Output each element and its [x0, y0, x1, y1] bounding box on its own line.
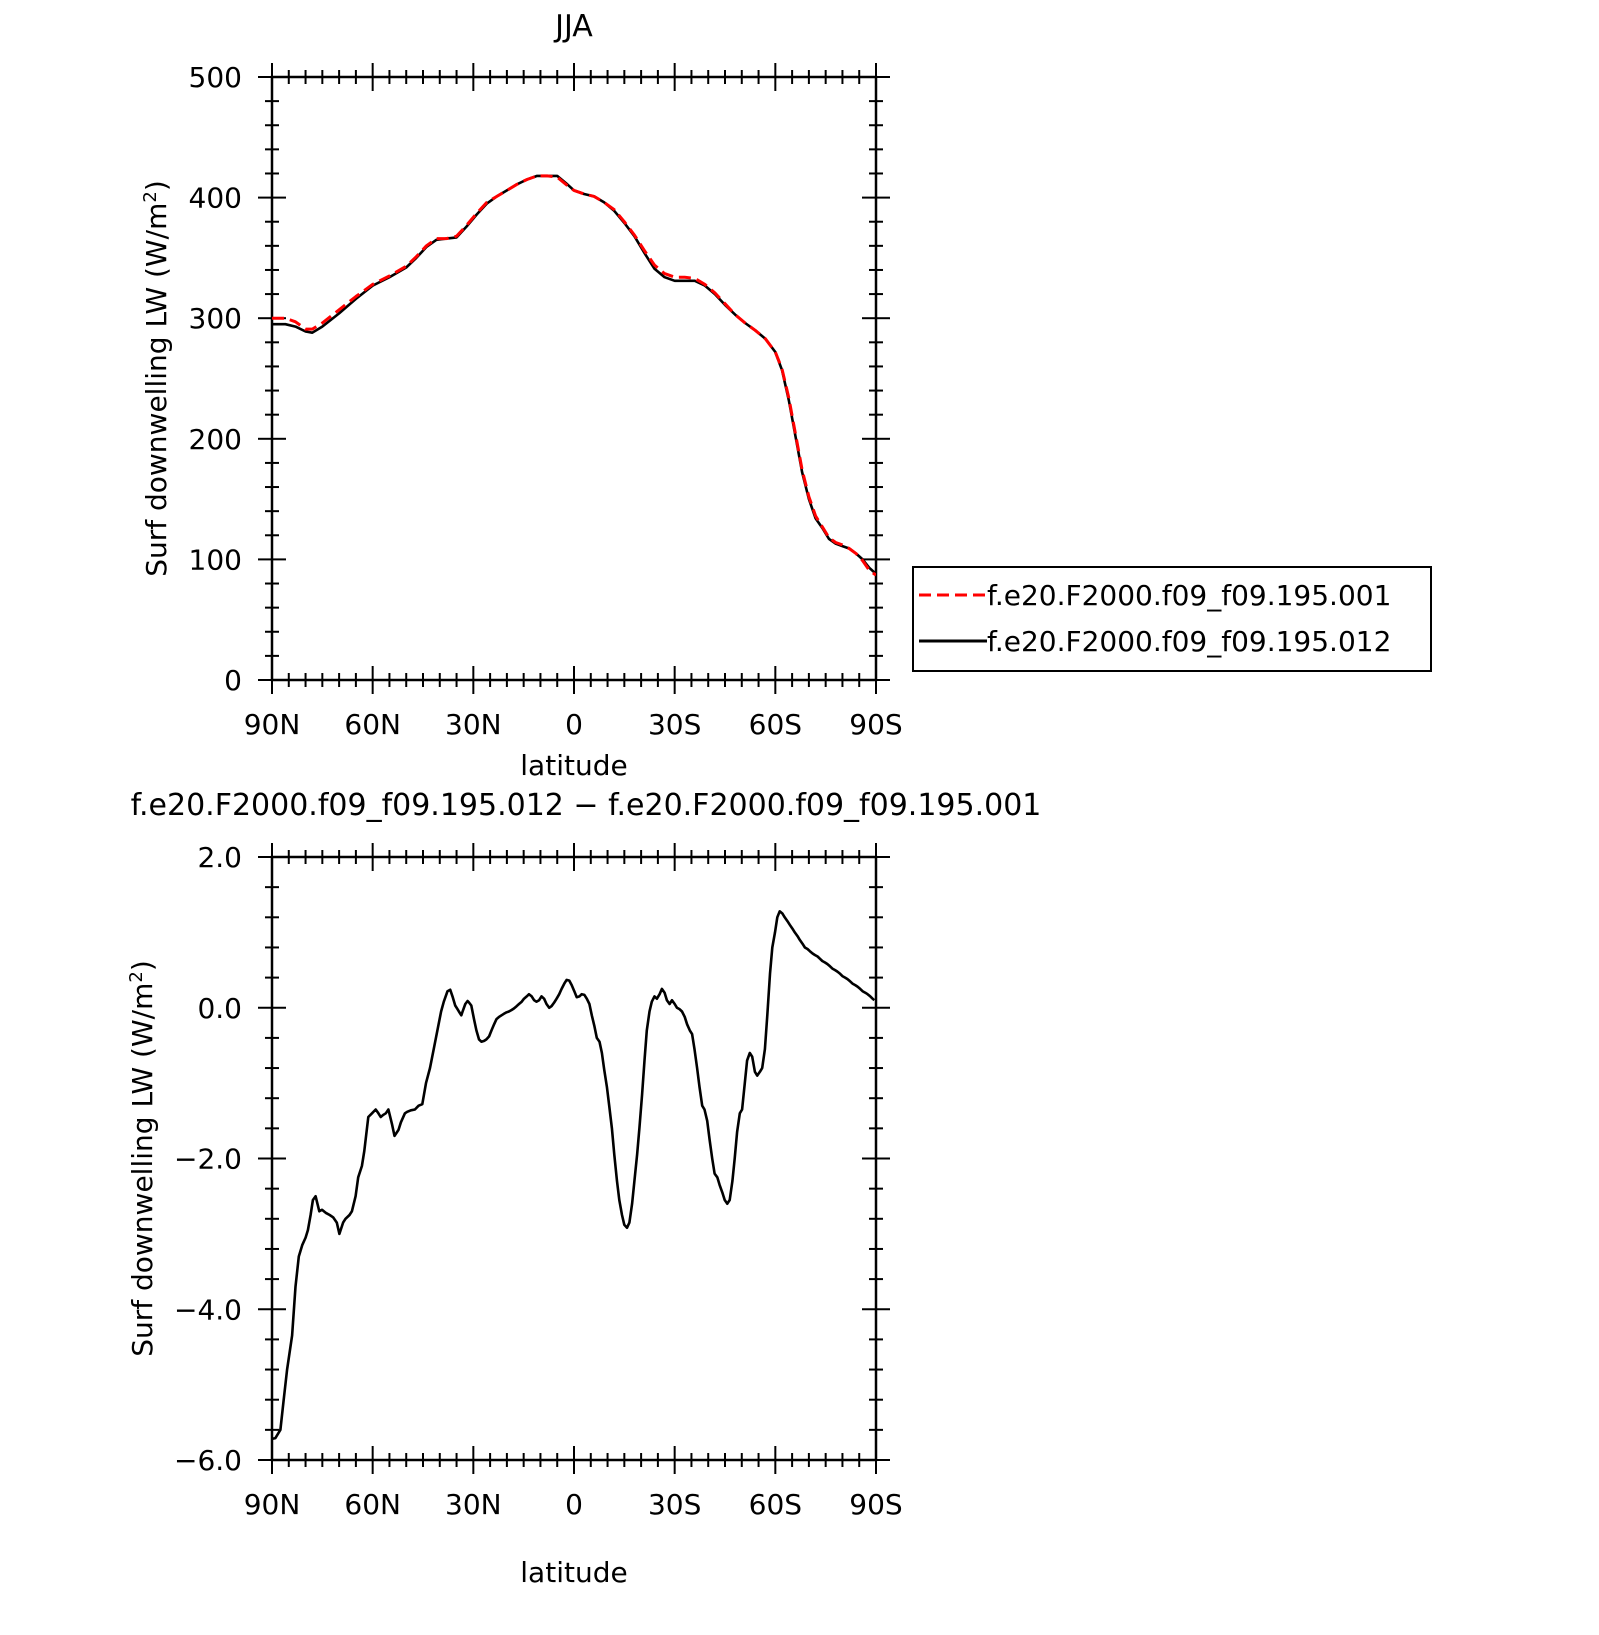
x-axis-label: latitude — [520, 749, 627, 782]
legend-label-1: f.e20.F2000.f09_f09.195.001 — [987, 579, 1391, 612]
y-tick-label: −2.0 — [174, 1143, 242, 1176]
x-tick-label: 90N — [244, 708, 301, 741]
y-axis-label-superscript: 2 — [126, 971, 147, 982]
y-tick-label: 200 — [189, 423, 242, 456]
x-tick-label: 30S — [648, 708, 701, 741]
x-tick-label: 90S — [849, 708, 902, 741]
x-tick-label: 60N — [344, 1488, 401, 1521]
x-tick-label: 90N — [244, 1488, 301, 1521]
y-axis-label-superscript: 2 — [140, 191, 161, 202]
x-tick-label: 30S — [648, 1488, 701, 1521]
legend: f.e20.F2000.f09_f09.195.001 f.e20.F2000.f… — [912, 566, 1432, 672]
y-tick-label: −6.0 — [174, 1444, 242, 1477]
x-axis-label: latitude — [520, 1556, 627, 1589]
legend-label-2: f.e20.F2000.f09_f09.195.012 — [987, 625, 1391, 658]
y-axis-label-main: Surf downwelling LW (W/m — [140, 203, 173, 577]
y-tick-label: 2.0 — [197, 841, 242, 874]
series-line-2 — [272, 174, 876, 575]
y-axis-label-close: ) — [126, 960, 159, 971]
x-tick-label: 0 — [565, 708, 583, 741]
y-tick-label: 0.0 — [197, 992, 242, 1025]
series-line-1 — [272, 174, 876, 577]
y-tick-label: 0 — [224, 664, 242, 697]
y-axis-label: Surf downwelling LW (W/m2) — [126, 960, 159, 1357]
y-tick-label: 300 — [189, 302, 242, 335]
chart-title: JJA — [553, 9, 593, 44]
y-tick-label: 400 — [189, 182, 242, 215]
x-tick-label: 30N — [445, 1488, 502, 1521]
y-axis-label-close: ) — [140, 180, 173, 191]
y-axis-label: Surf downwelling LW (W/m2) — [140, 180, 173, 577]
y-axis-label-main: Surf downwelling LW (W/m — [126, 983, 159, 1357]
series-line-1 — [272, 910, 876, 1441]
x-tick-label: 30N — [445, 708, 502, 741]
y-tick-label: 500 — [189, 61, 242, 94]
x-tick-label: 60N — [344, 708, 401, 741]
x-tick-label: 90S — [849, 1488, 902, 1521]
x-tick-label: 60S — [749, 708, 802, 741]
chart-title: f.e20.F2000.f09_f09.195.012 − f.e20.F200… — [131, 788, 1042, 823]
panel-2: f.e20.F2000.f09_f09.195.012 − f.e20.F200… — [126, 788, 1041, 1589]
y-tick-label: 100 — [189, 543, 242, 576]
legend-box — [912, 566, 1432, 672]
panel-1: JJA 90N 60N 30N 0 30S 60S 90S 0 100 200 300 400 500 la… — [140, 9, 1432, 782]
x-tick-label: 60S — [749, 1488, 802, 1521]
y-tick-label: −4.0 — [174, 1293, 242, 1326]
x-tick-label: 0 — [565, 1488, 583, 1521]
